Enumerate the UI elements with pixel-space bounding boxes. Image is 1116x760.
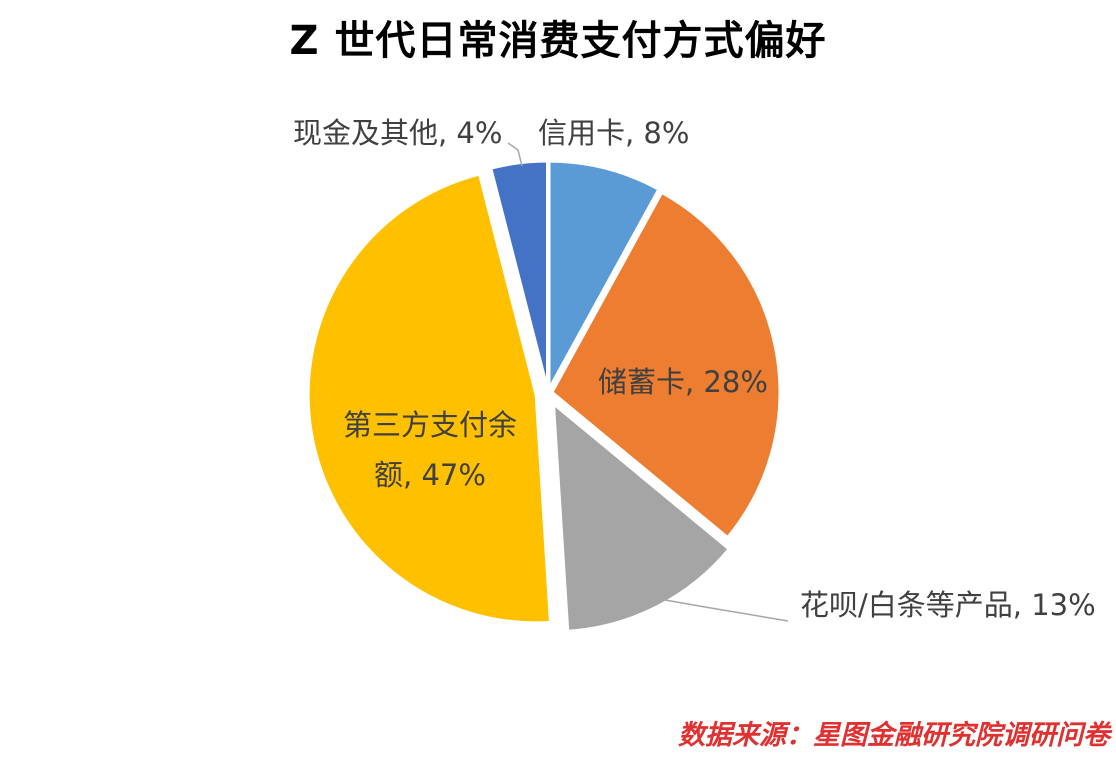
- slice-label-3: 花呗/白条等产品, 13%: [800, 588, 1096, 622]
- chart-title: Z 世代日常消费支付方式偏好: [289, 18, 827, 64]
- leader-line-3: [647, 596, 789, 622]
- slice-label-5: 现金及其他, 4%: [293, 116, 502, 150]
- slice-label-line: 现金及其他, 4%: [293, 116, 502, 150]
- slice-label-1: 信用卡, 8%: [538, 116, 689, 150]
- pie-slice-3: [551, 400, 732, 633]
- leader-line-5: [507, 142, 523, 167]
- source-note: 数据来源：星图金融研究院调研问卷: [678, 720, 1110, 751]
- slice-label-line: 储蓄卡, 28%: [598, 365, 768, 399]
- leader-lines: [507, 142, 789, 622]
- slice-label-4: 第三方支付余额, 47%: [343, 408, 517, 492]
- pie-slice-1: [547, 159, 661, 390]
- slice-label-line: 花呗/白条等产品, 13%: [800, 588, 1096, 622]
- slice-label-line: 额, 47%: [374, 458, 486, 492]
- pie-slice-5: [488, 159, 549, 390]
- slice-label-line: 信用卡, 8%: [538, 116, 689, 150]
- pie-slice-4: [306, 172, 553, 625]
- pie-slice-2: [550, 190, 782, 540]
- slice-label-2: 储蓄卡, 28%: [598, 365, 768, 399]
- slice-label-line: 第三方支付余: [343, 408, 517, 442]
- slice-labels: 信用卡, 8% 储蓄卡, 28% 花呗/白条等产品, 13% 第三方支付余额, 47%…: [293, 116, 1096, 622]
- pie-slices: [306, 159, 782, 633]
